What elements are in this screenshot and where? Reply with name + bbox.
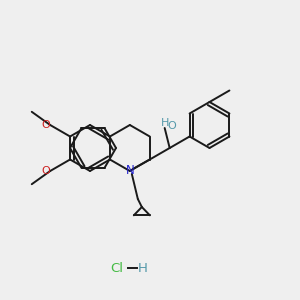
- Text: N: N: [125, 164, 134, 178]
- Text: O: O: [42, 120, 50, 130]
- Text: H: H: [160, 118, 169, 128]
- Text: O: O: [167, 121, 176, 131]
- Text: Cl: Cl: [110, 262, 124, 275]
- Text: H: H: [138, 262, 148, 275]
- Text: O: O: [42, 166, 50, 176]
